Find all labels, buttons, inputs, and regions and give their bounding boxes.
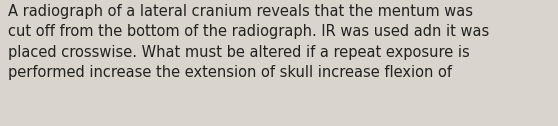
Text: A radiograph of a lateral cranium reveals that the mentum was
cut off from the b: A radiograph of a lateral cranium reveal…	[8, 4, 489, 80]
